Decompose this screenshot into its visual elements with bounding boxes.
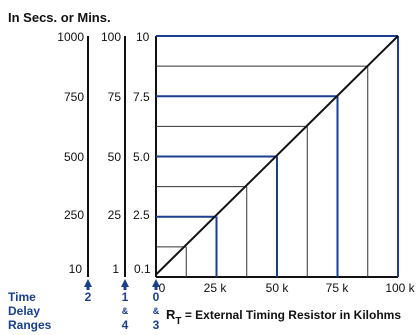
- scale2-label-75: 75: [108, 90, 122, 104]
- x-tick-0: 0: [159, 281, 166, 295]
- scale2-label-50: 50: [108, 150, 122, 164]
- side-label-ranges: Ranges: [8, 318, 52, 332]
- chart-marks: [155, 35, 399, 277]
- scale1-label-10: 10: [69, 262, 83, 276]
- x-tick-75k: 75 k: [326, 281, 350, 295]
- x-tick-25k: 25 k: [204, 281, 228, 295]
- x-axis-label-rest: = External Timing Resistor in Kilohms: [182, 308, 402, 322]
- range-arrow-2: [121, 279, 129, 290]
- range-label-scale3-bottom: 3: [153, 318, 160, 332]
- x-axis-label: RT = External Timing Resistor in Kilohms: [166, 307, 401, 327]
- scale2-label-1: 1: [112, 262, 119, 276]
- x-tick-50k: 50 k: [266, 281, 290, 295]
- scale3-label-0-1: 0.1: [134, 262, 151, 276]
- range-arrow-3: [152, 279, 160, 290]
- range-label-scale2-amp: &: [122, 306, 129, 316]
- scale1-label-1000: 1000: [57, 30, 84, 44]
- side-label-time: Time: [8, 290, 36, 304]
- range-arrow-1: [84, 279, 92, 290]
- scale2-label-100: 100: [101, 30, 121, 44]
- scale1-label-750: 750: [64, 90, 84, 104]
- range-label-scale2-bottom: 4: [122, 318, 129, 332]
- scale2-label-25: 25: [108, 208, 122, 222]
- scale1-label-250: 250: [64, 208, 84, 222]
- range-label-scale3-amp: &: [153, 306, 160, 316]
- chart-header: In Secs. or Mins.: [8, 10, 111, 25]
- range-label-scale1: 2: [85, 290, 92, 304]
- scale3-label-2-5: 2.5: [133, 208, 150, 222]
- scale3-label-5-0: 5.0: [133, 150, 150, 164]
- scale3-label-7-5: 7.5: [133, 90, 150, 104]
- side-label-delay: Delay: [8, 304, 40, 318]
- range-label-scale3-top: 0: [153, 290, 160, 304]
- x-axis-label-subscript: T: [175, 316, 181, 327]
- x-axis-label-prefix: R: [166, 307, 176, 322]
- scale3-label-10: 10: [136, 30, 150, 44]
- series-line: [155, 35, 399, 276]
- range-label-scale2-top: 1: [122, 290, 129, 304]
- scale1-label-500: 500: [64, 150, 84, 164]
- x-tick-100k: 100 k: [385, 281, 415, 295]
